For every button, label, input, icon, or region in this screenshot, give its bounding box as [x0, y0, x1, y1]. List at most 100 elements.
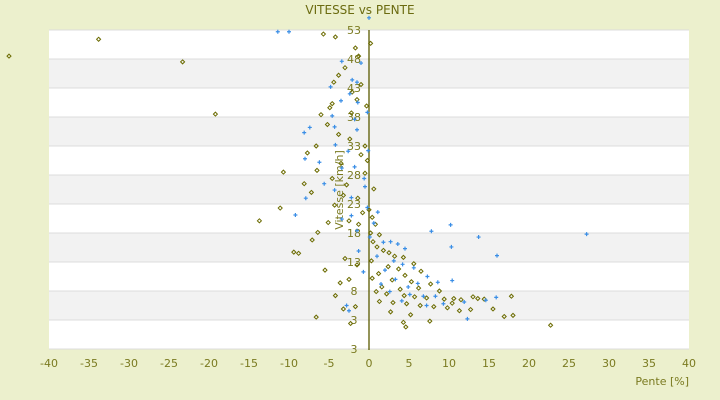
data-point-series-2	[365, 110, 370, 115]
x-axis-title: Pente [%]	[635, 375, 689, 388]
x-tick-label: -40	[40, 357, 58, 370]
x-tick-label: 0	[366, 357, 373, 370]
data-point-series-1	[329, 100, 335, 107]
data-point-series-1	[415, 285, 422, 291]
data-point-series-2	[339, 217, 344, 222]
data-point-series-1	[352, 45, 359, 51]
data-point-series-2	[346, 149, 351, 154]
data-point-series-1	[376, 232, 383, 238]
data-point-series-1	[6, 53, 12, 59]
data-point-series-1	[375, 270, 382, 277]
x-tick-label: -25	[160, 357, 178, 370]
x-tick-label: -10	[280, 357, 298, 370]
data-point-series-2	[375, 210, 380, 215]
data-point-series-1	[427, 318, 433, 324]
data-point-series-1	[380, 247, 387, 254]
data-point-series-2	[494, 295, 499, 300]
data-point-series-1	[337, 280, 343, 286]
data-point-series-1	[362, 143, 368, 149]
data-point-series-1	[383, 291, 390, 297]
data-point-series-2	[317, 160, 322, 165]
data-point-series-1	[431, 303, 437, 310]
data-point-series-2	[362, 176, 367, 181]
data-point-series-1	[355, 221, 362, 228]
data-point-series-1	[301, 180, 307, 187]
data-point-series-1	[391, 253, 398, 259]
data-point-series-2	[375, 254, 379, 259]
data-point-series-1	[408, 279, 415, 285]
data-point-series-2	[356, 248, 361, 253]
data-point-series-1	[315, 229, 321, 236]
data-point-series-1	[313, 314, 319, 320]
data-point-series-2	[371, 221, 376, 226]
data-point-series-2	[395, 242, 400, 247]
data-point-series-1	[340, 192, 347, 199]
data-point-series-1	[332, 34, 339, 40]
data-point-series-1	[359, 209, 366, 216]
data-point-series-1	[320, 31, 327, 37]
data-point-series-1	[355, 53, 362, 59]
data-point-series-1	[322, 267, 328, 273]
data-point-series-1	[354, 262, 360, 268]
data-point-series-1	[358, 81, 364, 88]
data-point-series-1	[501, 313, 507, 320]
y-tick-label: 33	[347, 140, 361, 153]
data-point-series-2	[347, 91, 352, 96]
data-point-series-1	[385, 263, 391, 270]
data-point-series-1	[352, 303, 359, 310]
data-point-series-1	[397, 286, 403, 292]
data-point-series-2	[365, 205, 370, 210]
data-point-series-1	[369, 275, 375, 281]
data-point-series-2	[400, 262, 405, 267]
data-point-series-1	[346, 218, 352, 224]
data-point-series-2	[388, 239, 393, 244]
y-tick-label: 23	[347, 198, 361, 211]
data-point-series-2	[303, 196, 308, 201]
y-tick-label: 8	[351, 285, 358, 298]
data-point-series-2	[275, 29, 280, 34]
data-point-series-2	[403, 246, 407, 251]
x-tick-label: -20	[200, 357, 218, 370]
data-point-series-1	[332, 292, 339, 299]
data-point-series-2	[352, 117, 357, 122]
y-tick-label: 3	[351, 343, 358, 356]
data-point-series-1	[371, 186, 377, 192]
data-point-series-2	[476, 235, 481, 240]
data-point-series-1	[441, 296, 447, 302]
data-point-series-1	[329, 175, 335, 182]
x-tick-label: 15	[482, 357, 496, 370]
data-point-series-2	[435, 280, 440, 285]
data-point-series-1	[327, 105, 333, 111]
data-point-series-2	[387, 289, 392, 294]
data-point-series-1	[256, 218, 263, 224]
data-point-series-2	[399, 298, 404, 303]
data-point-series-1	[212, 111, 219, 117]
data-point-series-2	[355, 228, 359, 233]
data-point-series-2	[287, 29, 291, 34]
data-point-series-2	[407, 292, 412, 297]
x-tick-label: -5	[324, 357, 335, 370]
data-point-series-1	[335, 72, 342, 78]
data-point-series-1	[335, 131, 342, 138]
data-point-series-1	[403, 301, 410, 307]
data-point-series-2	[433, 294, 438, 299]
data-point-series-2	[333, 142, 338, 147]
data-point-series-2	[379, 282, 383, 287]
data-point-series-2	[383, 268, 387, 273]
data-point-series-1	[363, 103, 370, 109]
data-point-series-1	[342, 64, 348, 71]
data-point-series-2	[302, 130, 307, 135]
data-point-series-1	[373, 288, 379, 295]
data-point-series-1	[355, 195, 361, 201]
data-point-series-2	[349, 213, 354, 218]
data-point-series-2	[429, 229, 434, 234]
data-point-series-1	[346, 276, 352, 283]
data-point-series-1	[280, 169, 287, 175]
data-point-series-1	[400, 319, 407, 326]
data-point-series-2	[391, 258, 396, 263]
y-tick-label: 53	[347, 24, 361, 37]
data-point-series-1	[340, 306, 347, 312]
data-point-series-1	[313, 143, 319, 149]
data-point-series-2	[332, 124, 337, 129]
data-point-series-1	[331, 202, 338, 208]
